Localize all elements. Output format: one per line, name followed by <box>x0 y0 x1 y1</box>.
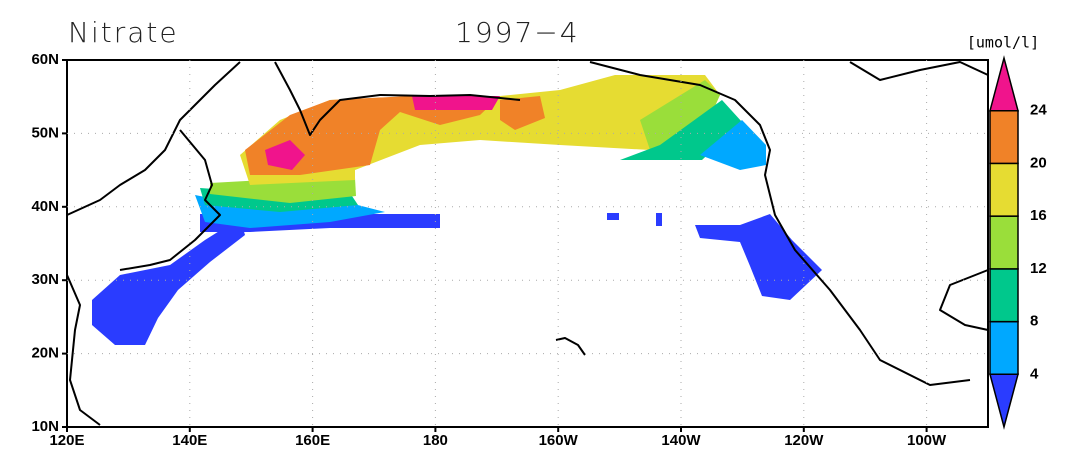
lon-label: 160W <box>539 432 579 449</box>
colorbar-label: 12 <box>1030 260 1047 277</box>
colorbar-label: 16 <box>1030 207 1047 224</box>
colorbar-swatch <box>989 215 1019 270</box>
colorbar-label: 24 <box>1030 102 1047 119</box>
colorbar-swatch <box>989 109 1019 165</box>
date: 1997−4 <box>455 16 580 49</box>
coastline <box>555 337 586 356</box>
colorbar-swatch <box>989 373 1019 430</box>
coastline <box>939 269 989 331</box>
lat-label: 10N <box>31 418 59 435</box>
colorbar-unit: [umol/l] <box>967 34 1039 52</box>
title: Nitrate <box>68 16 179 49</box>
lat-label: 30N <box>31 271 59 288</box>
coastline <box>589 61 971 386</box>
lon-label: 140E <box>172 432 207 449</box>
field-region <box>700 120 766 170</box>
field-region <box>607 213 619 220</box>
lat-label: 50N <box>31 124 59 141</box>
field-region <box>500 96 545 130</box>
lon-label: 100W <box>907 432 947 449</box>
lat-label: 40N <box>31 198 59 215</box>
colorbar-swatch <box>989 268 1019 323</box>
field-region <box>210 178 356 203</box>
field-region <box>656 213 662 226</box>
lon-label: 160E <box>295 432 330 449</box>
lat-label: 60N <box>31 51 59 68</box>
coastline <box>274 61 521 136</box>
colorbar-label: 4 <box>1030 365 1039 382</box>
field-region <box>195 195 385 228</box>
colorbar-label: 20 <box>1030 154 1047 171</box>
field-region <box>695 214 822 300</box>
field-region <box>412 96 500 110</box>
field-region <box>92 218 245 345</box>
lon-label: 120W <box>784 432 824 449</box>
nitrate-field <box>92 75 822 345</box>
coastline <box>119 129 221 271</box>
colorbar-swatch <box>989 320 1019 376</box>
coastlines <box>66 61 989 426</box>
coastline <box>66 274 101 426</box>
colorbar-swatch <box>989 162 1019 217</box>
field-region <box>245 96 500 175</box>
lat-label: 20N <box>31 345 59 362</box>
lon-label: 120E <box>49 432 84 449</box>
colorbar-label: 8 <box>1030 313 1038 330</box>
colorbar-swatch <box>989 55 1019 112</box>
lon-label: 140W <box>661 432 701 449</box>
coastline <box>66 61 241 216</box>
lon-label: 180 <box>423 432 448 449</box>
coastline <box>849 61 989 81</box>
map-frame <box>66 59 989 428</box>
field-region <box>265 140 305 170</box>
